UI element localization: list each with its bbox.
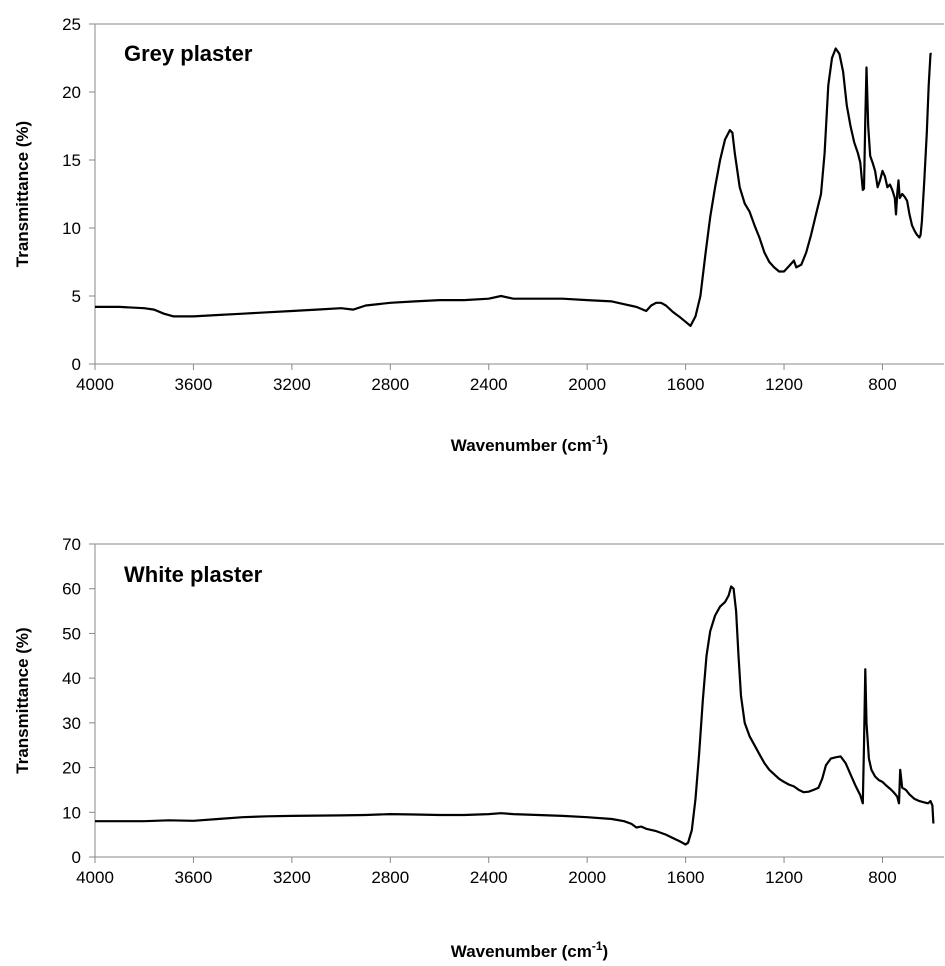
x-axis-title: Wavenumber (cm-1) [451, 433, 608, 455]
y-tick-label: 5 [72, 287, 81, 306]
chart-title: White plaster [124, 562, 263, 587]
x-tick-label: 1200 [765, 868, 803, 887]
spectrum-line [95, 585, 935, 846]
y-tick-label: 0 [72, 848, 81, 867]
x-tick-label: 2000 [568, 375, 606, 394]
x-tick-label: 800 [868, 375, 896, 394]
y-axis-title: Transmittance (%) [13, 627, 32, 773]
y-tick-label: 20 [62, 83, 81, 102]
y-tick-label: 15 [62, 151, 81, 170]
y-tick-label: 60 [62, 580, 81, 599]
x-axis-title-close: ) [603, 436, 609, 455]
x-tick-label: 2000 [568, 868, 606, 887]
y-tick-label: 40 [62, 669, 81, 688]
y-tick-label: 25 [62, 15, 81, 34]
grey-plaster-chart-svg: 0 5 10 15 20 25 4000 3600 3200 2800 2400 2000 1600 12… [13, 15, 944, 455]
white-plaster-chart-svg: 0 10 20 30 40 50 60 70 4000 3600 3200 2800 2400 2000 1… [13, 535, 944, 961]
y-tick-label: 30 [62, 714, 81, 733]
y-tick-label: 20 [62, 759, 81, 778]
x-tick-label: 800 [868, 868, 896, 887]
x-axis-title-text: Wavenumber (cm [451, 436, 592, 455]
y-axis-title: Transmittance (%) [13, 121, 32, 267]
x-tick-label: 2800 [371, 868, 409, 887]
x-tick-label: 1600 [667, 375, 705, 394]
y-tick-label: 10 [62, 803, 81, 822]
x-axis-title-text: Wavenumber (cm [451, 942, 592, 961]
y-tick-label: 10 [62, 219, 81, 238]
x-tick-label: 4000 [76, 868, 114, 887]
x-tick-label: 2400 [470, 868, 508, 887]
x-tick-label: 3200 [273, 375, 311, 394]
x-tick-label: 1600 [667, 868, 705, 887]
x-axis-title-superscript: -1 [592, 433, 603, 447]
x-axis-title-superscript: -1 [592, 939, 603, 953]
x-axis-title-close: ) [603, 942, 609, 961]
y-tick-label: 50 [62, 624, 81, 643]
chart-title: Grey plaster [124, 41, 253, 66]
x-tick-label: 2800 [371, 375, 409, 394]
x-tick-label: 3600 [175, 375, 213, 394]
spectrum-line [95, 47, 932, 327]
x-tick-label: 4000 [76, 375, 114, 394]
x-tick-label: 3200 [273, 868, 311, 887]
white-plaster-chart: 0 10 20 30 40 50 60 70 4000 3600 3200 2800 2400 2000 1… [0, 520, 945, 966]
y-tick-label: 70 [62, 535, 81, 554]
y-tick-label: 0 [72, 355, 81, 374]
x-tick-label: 2400 [470, 375, 508, 394]
grey-plaster-chart: 0 5 10 15 20 25 4000 3600 3200 2800 2400 2000 1600 12… [0, 0, 945, 470]
x-tick-label: 3600 [175, 868, 213, 887]
x-axis-title: Wavenumber (cm-1) [451, 939, 608, 961]
x-tick-label: 1200 [765, 375, 803, 394]
